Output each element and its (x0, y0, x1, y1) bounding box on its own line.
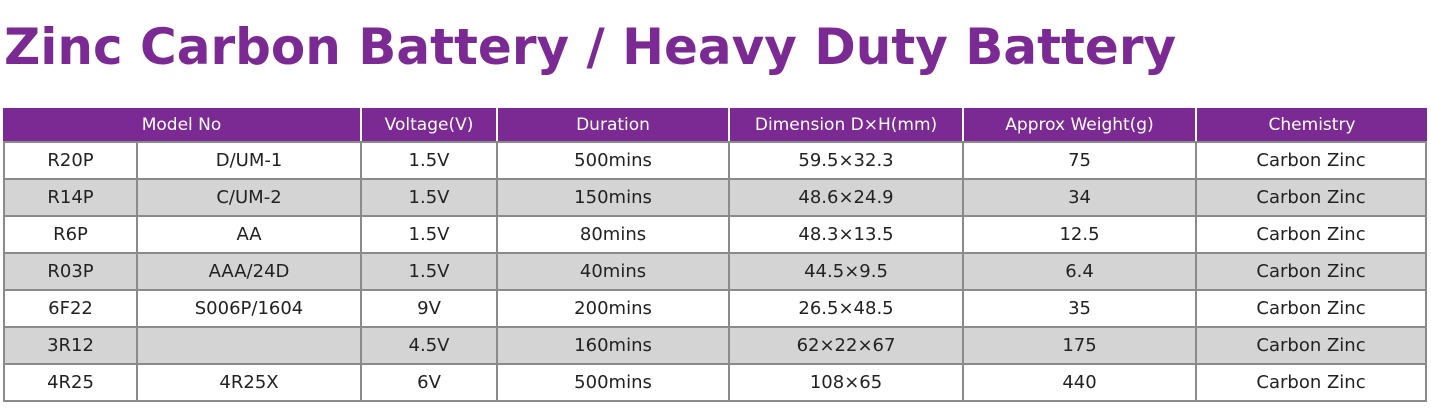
cell-alt-model: AA (136, 217, 361, 254)
cell-duration: 500mins (496, 141, 729, 180)
header-chemistry: Chemistry (1195, 108, 1428, 141)
cell-duration: 500mins (496, 365, 729, 402)
page-title: Zinc Carbon Battery / Heavy Duty Battery (4, 18, 1177, 76)
table-row: R03P AAA/24D 1.5V 40mins 44.5×9.5 6.4 Ca… (3, 254, 1428, 291)
cell-dimension: 59.5×32.3 (728, 141, 963, 180)
cell-chemistry: Carbon Zinc (1195, 328, 1428, 365)
cell-chemistry: Carbon Zinc (1195, 291, 1428, 328)
table-row: 3R12 4.5V 160mins 62×22×67 175 Carbon Zi… (3, 328, 1428, 365)
cell-alt-model: S006P/1604 (136, 291, 361, 328)
cell-chemistry: Carbon Zinc (1195, 217, 1428, 254)
table-row: R14P C/UM-2 1.5V 150mins 48.6×24.9 34 Ca… (3, 180, 1428, 217)
cell-weight: 35 (962, 291, 1196, 328)
cell-alt-model: C/UM-2 (136, 180, 361, 217)
cell-dimension: 48.6×24.9 (728, 180, 963, 217)
cell-alt-model: 4R25X (136, 365, 361, 402)
table-row: R20P D/UM-1 1.5V 500mins 59.5×32.3 75 Ca… (3, 141, 1428, 180)
table-row: 6F22 S006P/1604 9V 200mins 26.5×48.5 35 … (3, 291, 1428, 328)
header-dimension: Dimension D×H(mm) (728, 108, 963, 141)
cell-chemistry: Carbon Zinc (1195, 141, 1428, 180)
cell-chemistry: Carbon Zinc (1195, 365, 1428, 402)
cell-alt-model: D/UM-1 (136, 141, 361, 180)
cell-weight: 75 (962, 141, 1196, 180)
cell-weight: 34 (962, 180, 1196, 217)
header-weight: Approx Weight(g) (962, 108, 1196, 141)
cell-dimension: 26.5×48.5 (728, 291, 963, 328)
cell-weight: 6.4 (962, 254, 1196, 291)
cell-weight: 175 (962, 328, 1196, 365)
cell-alt-model: AAA/24D (136, 254, 361, 291)
header-model-no: Model No (3, 108, 361, 141)
cell-alt-model (136, 328, 361, 365)
cell-duration: 40mins (496, 254, 729, 291)
cell-model: R14P (3, 180, 136, 217)
cell-voltage: 1.5V (360, 180, 497, 217)
table-row: 4R25 4R25X 6V 500mins 108×65 440 Carbon … (3, 365, 1428, 402)
cell-voltage: 1.5V (360, 254, 497, 291)
cell-model: 3R12 (3, 328, 136, 365)
cell-dimension: 48.3×13.5 (728, 217, 963, 254)
cell-voltage: 9V (360, 291, 497, 328)
cell-model: 6F22 (3, 291, 136, 328)
cell-weight: 440 (962, 365, 1196, 402)
table-header-row: Model No Voltage(V) Duration Dimension D… (3, 108, 1428, 141)
cell-duration: 200mins (496, 291, 729, 328)
cell-chemistry: Carbon Zinc (1195, 254, 1428, 291)
cell-voltage: 1.5V (360, 217, 497, 254)
table-row: R6P AA 1.5V 80mins 48.3×13.5 12.5 Carbon… (3, 217, 1428, 254)
header-voltage: Voltage(V) (360, 108, 497, 141)
cell-model: 4R25 (3, 365, 136, 402)
header-duration: Duration (496, 108, 729, 141)
cell-dimension: 108×65 (728, 365, 963, 402)
cell-voltage: 6V (360, 365, 497, 402)
cell-weight: 12.5 (962, 217, 1196, 254)
cell-duration: 150mins (496, 180, 729, 217)
cell-chemistry: Carbon Zinc (1195, 180, 1428, 217)
cell-duration: 80mins (496, 217, 729, 254)
cell-model: R6P (3, 217, 136, 254)
cell-model: R20P (3, 141, 136, 180)
battery-spec-table: Model No Voltage(V) Duration Dimension D… (3, 108, 1428, 402)
cell-model: R03P (3, 254, 136, 291)
cell-dimension: 62×22×67 (728, 328, 963, 365)
cell-voltage: 4.5V (360, 328, 497, 365)
cell-voltage: 1.5V (360, 141, 497, 180)
cell-dimension: 44.5×9.5 (728, 254, 963, 291)
cell-duration: 160mins (496, 328, 729, 365)
